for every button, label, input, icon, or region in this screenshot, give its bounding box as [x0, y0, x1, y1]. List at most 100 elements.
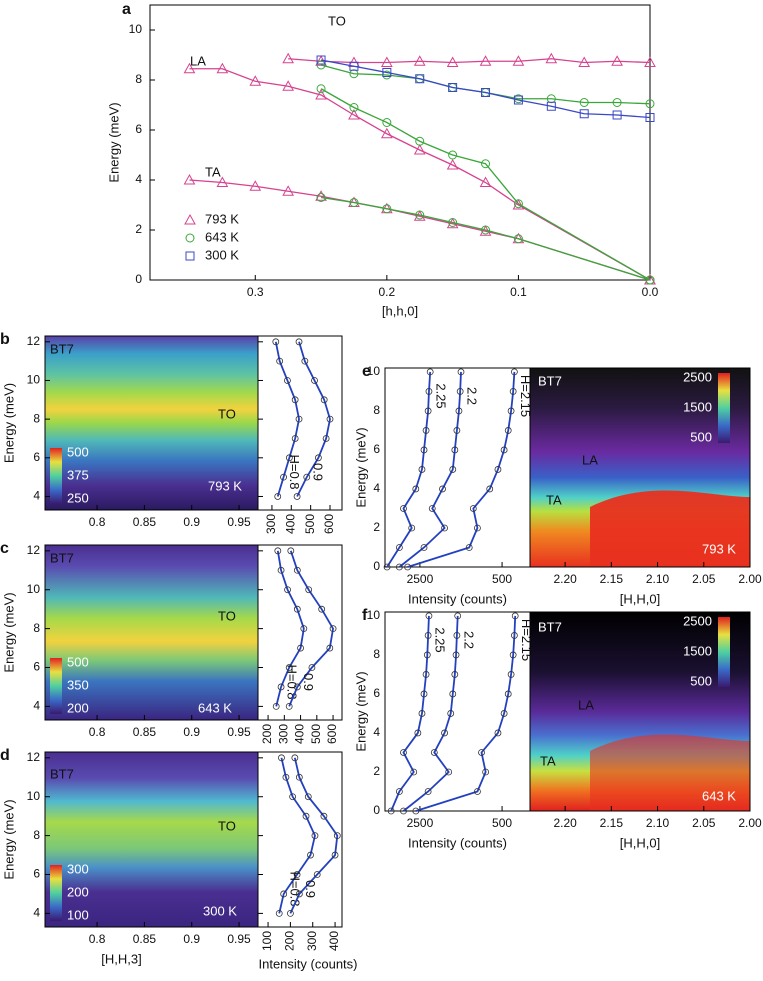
- spectrum-point: [301, 357, 309, 365]
- x-tick-label: 2.20: [553, 572, 577, 586]
- colorbar-tick-label: 200: [67, 700, 89, 715]
- curve-label: 2.25: [434, 383, 449, 408]
- fit-line: [189, 68, 651, 281]
- spectrum-point: [425, 388, 433, 395]
- spectrum-point: [278, 754, 285, 762]
- spectrum-point: [300, 625, 308, 633]
- spectrum-point: [424, 632, 432, 639]
- spectrum-point: [293, 566, 301, 574]
- panel-label: a: [122, 1, 131, 18]
- spectrum-point: [329, 625, 337, 633]
- data-point: [513, 95, 523, 105]
- x-tick-label: 0.8: [89, 932, 106, 946]
- data-point: [644, 56, 656, 67]
- spectrum-point: [274, 547, 282, 555]
- data-point: [282, 52, 295, 64]
- fit-line: [320, 59, 651, 119]
- spectra-x-tick-label: 500: [492, 816, 512, 830]
- annotation: BT7: [538, 373, 562, 388]
- spectrum-point: [307, 851, 314, 859]
- spectrum-point: [425, 612, 433, 620]
- spectrum-point: [291, 754, 299, 762]
- spectrum-curve: [398, 371, 462, 568]
- x-tick-label: 2.00: [738, 816, 762, 830]
- curve-label: 2.2: [465, 387, 480, 405]
- fit-line: [189, 179, 651, 281]
- annotation: 300 K: [203, 903, 237, 918]
- legend-label: 793 K: [205, 211, 239, 226]
- spectrum-point: [400, 505, 407, 512]
- spectrum-point: [510, 632, 518, 639]
- spectrum-point: [387, 807, 395, 815]
- spectrum-curve: [407, 371, 516, 568]
- data-point: [545, 52, 558, 64]
- spectrum-point: [422, 671, 430, 678]
- spectrum-point: [383, 563, 391, 571]
- spectra-x-tick-label: 400: [293, 724, 307, 744]
- spectrum-point: [511, 612, 519, 620]
- spectra-frame: [257, 751, 343, 928]
- panel-label: f: [362, 607, 368, 624]
- y-tick-label: 0: [135, 272, 142, 286]
- spectrum-point: [410, 768, 418, 776]
- y-tick-label: 12: [27, 750, 41, 764]
- spectrum-point: [457, 368, 465, 376]
- y-tick-label: 0: [373, 803, 380, 817]
- colorbar-tick-label: 2500: [683, 613, 712, 628]
- spectrum-point: [453, 427, 461, 434]
- spectrum-point: [422, 427, 430, 434]
- data-point: [513, 234, 523, 244]
- x-tick-label: 2.15: [600, 572, 624, 586]
- colorbar-tick-label: 375: [67, 467, 89, 482]
- y-tick-label: 4: [33, 906, 40, 920]
- spectrum-point: [311, 377, 318, 384]
- curve-label: 2.2: [461, 631, 476, 649]
- annotation: LA: [582, 452, 598, 467]
- spectrum-point: [295, 338, 303, 346]
- x-axis-label: [H,H,3]: [101, 951, 141, 966]
- data-point: [282, 185, 295, 196]
- y-tick-label: 8: [135, 72, 142, 86]
- annotation: 643 K: [702, 788, 736, 803]
- spectrum-point: [500, 446, 508, 454]
- data-point: [448, 218, 458, 227]
- data-point: [183, 62, 196, 74]
- data-point: [446, 56, 459, 67]
- spectrum-point: [412, 485, 420, 493]
- spectra-x-tick-label: 200: [260, 724, 274, 744]
- spectrum-point: [282, 773, 290, 781]
- spectrum-point: [308, 664, 316, 671]
- colorbar-tick-label: 200: [67, 884, 89, 899]
- data-point: [316, 84, 326, 94]
- data-point: [380, 127, 393, 139]
- data-point: [249, 75, 262, 86]
- colorbar-tick-label: 1500: [683, 643, 712, 658]
- curve-label: H=0.8: [287, 454, 302, 489]
- spectrum-point: [280, 473, 287, 481]
- y-tick-label: 4: [33, 699, 40, 713]
- colorbar-tick-label: 500: [690, 429, 712, 444]
- spectrum-point: [326, 415, 334, 423]
- spectrum-point: [420, 690, 428, 698]
- spectrum-point: [395, 788, 403, 795]
- spectra-x-tick-label: 400: [283, 514, 297, 534]
- y-axis-label: Energy (meV): [1, 592, 16, 672]
- annotation: TA: [205, 164, 221, 179]
- spectra-x-tick-label: 100: [260, 931, 274, 951]
- spectrum-point: [441, 729, 448, 737]
- colorbar: [718, 617, 730, 687]
- spectra-frame: [257, 335, 343, 511]
- data-point: [481, 88, 491, 97]
- x-tick-label: 0.8: [89, 725, 106, 739]
- annotation: 793 K: [208, 478, 242, 493]
- data-point: [349, 198, 359, 207]
- annotation: BT7: [538, 619, 562, 634]
- spectrum-point: [304, 793, 312, 801]
- spectrum-point: [320, 396, 328, 404]
- data-point: [481, 225, 491, 235]
- spectrum-point: [293, 683, 301, 691]
- y-tick-label: 4: [33, 489, 40, 503]
- y-tick-label: 6: [33, 660, 40, 674]
- spectra-x-tick-label: 300: [276, 724, 290, 744]
